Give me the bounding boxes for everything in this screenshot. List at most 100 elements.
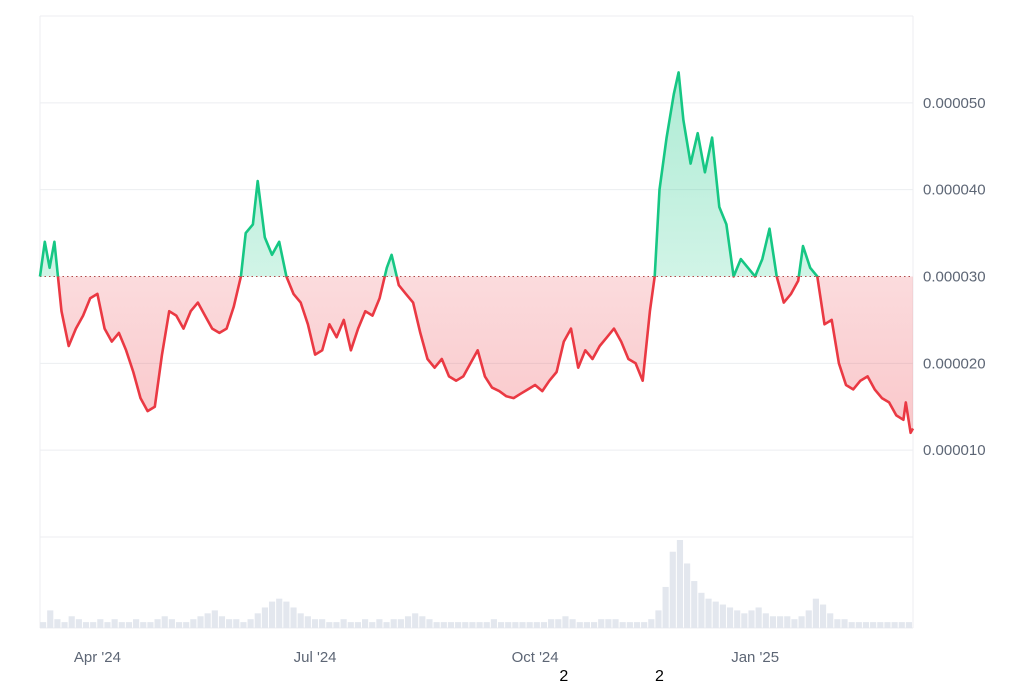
volume-bar (283, 601, 290, 628)
volume-bar (54, 619, 61, 628)
volume-bar (347, 622, 354, 628)
volume-bar (576, 622, 583, 628)
volume-bar (669, 551, 676, 628)
volume-bar (404, 616, 412, 628)
volume-bar (175, 622, 183, 628)
volume-bar (211, 610, 218, 628)
volume-bar (354, 622, 362, 628)
volume-bar (476, 622, 483, 628)
volume-bar (748, 610, 755, 628)
volume-bar (140, 622, 147, 628)
volume-bar (612, 619, 619, 628)
volume-bars (40, 540, 912, 628)
volume-bar (548, 619, 555, 628)
volume-bar (297, 613, 304, 628)
volume-bar (390, 619, 397, 628)
volume-bar (590, 622, 598, 628)
volume-bar (147, 622, 154, 628)
volume-bar (726, 607, 734, 628)
area-above-baseline (40, 72, 913, 277)
y-tick-label: 0.000020 (923, 355, 986, 372)
volume-bar (90, 622, 97, 628)
volume-bar (505, 622, 512, 628)
volume-bar (362, 619, 369, 628)
volume-bar (905, 622, 912, 628)
volume-bar (862, 622, 870, 628)
volume-bar (104, 622, 111, 628)
volume-bar (133, 619, 140, 628)
volume-bar (204, 613, 211, 628)
volume-bar (719, 604, 726, 628)
volume-bar (226, 619, 233, 628)
volume-bar (526, 622, 533, 628)
volume-bar (676, 540, 684, 628)
volume-bar (626, 622, 633, 628)
volume-bar (540, 622, 548, 628)
volume-bar (648, 619, 655, 628)
volume-bar (304, 616, 311, 628)
volume-bar (755, 607, 762, 628)
volume-bar (655, 610, 662, 628)
volume-bar (855, 622, 862, 628)
x-tick-label: Jan '25 (731, 649, 779, 666)
volume-bar (877, 622, 884, 628)
volume-bar (462, 622, 469, 628)
volume-bar (512, 622, 519, 628)
volume-bar (125, 622, 133, 628)
volume-bar (898, 622, 905, 628)
volume-bar (369, 622, 376, 628)
volume-bar (68, 616, 75, 628)
price-area-fill (40, 72, 913, 433)
y-axis-tick-labels: 0.000010 0.000020 0.000030 0.000040 0.000050 (923, 95, 986, 459)
volume-bar (440, 622, 447, 628)
volume-bar (705, 598, 712, 628)
volume-bar (333, 622, 340, 628)
volume-bar (455, 622, 462, 628)
volume-bar (791, 619, 798, 628)
volume-bar (311, 619, 319, 628)
volume-bar (605, 619, 612, 628)
event-marker-label: 2 (559, 668, 568, 683)
volume-bar (784, 616, 791, 628)
volume-bar (812, 598, 819, 628)
volume-bar (633, 622, 641, 628)
price-line-below (40, 276, 915, 435)
volume-bar (533, 622, 540, 628)
volume-bar (412, 613, 419, 628)
volume-bar (376, 619, 383, 628)
event-marker-label: 2 (655, 668, 664, 683)
volume-bar (884, 622, 891, 628)
volume-bar (827, 613, 834, 628)
volume-bar (247, 619, 254, 628)
y-tick-label: 0.000010 (923, 442, 986, 459)
volume-bar (870, 622, 877, 628)
volume-bar (798, 616, 805, 628)
volume-bar (319, 619, 326, 628)
volume-bar (519, 622, 526, 628)
volume-bar (712, 601, 719, 628)
volume-bar (490, 619, 497, 628)
volume-bar (40, 622, 47, 628)
volume-bar (562, 616, 569, 628)
volume-bar (433, 622, 440, 628)
y-tick-label: 0.000050 (923, 95, 986, 112)
volume-bar (691, 581, 698, 628)
x-axis-tick-labels: Apr '24 Jul '24 Oct '24 Jan '25 (74, 649, 779, 666)
volume-bar (61, 622, 68, 628)
volume-bar (326, 622, 333, 628)
volume-bar (190, 619, 197, 628)
volume-bar (276, 598, 283, 628)
volume-bar (340, 619, 347, 628)
volume-bar (834, 619, 841, 628)
x-tick-label: Oct '24 (512, 649, 559, 666)
volume-bar (154, 619, 161, 628)
volume-bar (805, 610, 812, 628)
volume-bar (583, 622, 590, 628)
volume-bar (891, 622, 898, 628)
y-tick-label: 0.000030 (923, 269, 986, 286)
volume-bar (268, 601, 276, 628)
x-tick-label: Jul '24 (294, 649, 337, 666)
x-tick-label: Apr '24 (74, 649, 121, 666)
volume-bar (261, 607, 268, 628)
